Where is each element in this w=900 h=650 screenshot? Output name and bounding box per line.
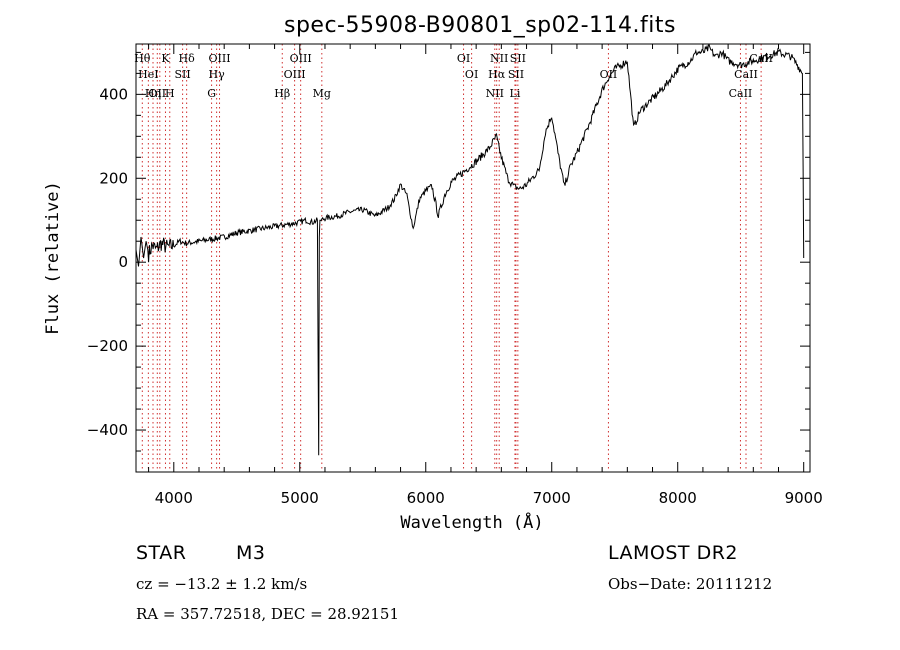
spectral-line-label: Hθ (134, 52, 151, 65)
y-tick-label: −200 (87, 337, 128, 355)
spectral-line-label: CaII (734, 68, 758, 81)
spectral-line-label: OI (457, 52, 470, 65)
chart-title: spec-55908-B90801_sp02-114.fits (284, 13, 676, 38)
spectrum-line (135, 44, 805, 456)
x-tick-label: 7000 (533, 489, 571, 507)
y-tick-label: −400 (87, 421, 128, 439)
x-axis-label: Wavelength (Å) (400, 511, 543, 533)
y-axis-label: Flux (relative) (43, 181, 63, 335)
spectral-line-label: K (161, 52, 170, 65)
spectral-line-label: OIII (290, 52, 312, 65)
redshift-cz: cz = −13.2 ± 1.2 km/s (136, 575, 308, 593)
axis-ticks: 4000 5000 6000 7000 8000 9000 −400 −200 0 200 400 (87, 44, 823, 507)
observation-date: Obs−Date: 20111212 (608, 575, 773, 593)
survey-name: LAMOST DR2 (608, 542, 738, 564)
spectral-line-markers (141, 44, 762, 472)
x-tick-label: 4000 (155, 489, 193, 507)
spectral-line-label: OI (465, 68, 478, 81)
y-tick-label: 200 (99, 169, 128, 187)
spectral-line-label: Mg (313, 87, 331, 100)
spectral-line-label: SII (174, 68, 190, 81)
spectral-line-label: OIII (284, 68, 306, 81)
spectral-line-label: Hα (488, 68, 506, 81)
x-tick-label: 6000 (407, 489, 445, 507)
spectral-line-label: NII (486, 87, 504, 100)
object-class: STAR (136, 542, 187, 564)
x-tick-label: 9000 (785, 489, 823, 507)
spectral-line-label: SII (508, 68, 524, 81)
spectral-line-label: H (165, 87, 175, 100)
y-tick-label: 0 (118, 253, 128, 271)
spectral-line-label: G (207, 87, 216, 100)
spectral-line-label: CaII (749, 52, 773, 65)
spectral-line-label: Hδ (179, 52, 196, 65)
spectral-line-label: SII (510, 52, 526, 65)
spectral-line-label: HeI (138, 68, 158, 81)
spectral-line-label: CaII (729, 87, 753, 100)
x-tick-label: 8000 (659, 489, 697, 507)
spectral-line-label: Li (510, 87, 521, 100)
line-labels: HθHeIHηOIIKHSIIHδGHγOIIIHβOIIIOIIIMgOIOI… (134, 52, 773, 100)
spectral-line-label: Hβ (274, 87, 290, 100)
plot-frame (135, 43, 811, 473)
spectral-line-label: NII (490, 52, 508, 65)
spectral-line-label: Hγ (209, 68, 226, 81)
spectral-line-label: OII (148, 87, 166, 100)
x-tick-label: 5000 (281, 489, 319, 507)
spectral-line-label: OII (600, 68, 618, 81)
spectral-line-label: Hη (145, 87, 161, 100)
object-subclass: M3 (236, 542, 266, 564)
coordinates: RA = 357.72518, DEC = 28.92151 (136, 605, 400, 623)
spectrum-series (135, 44, 805, 456)
y-tick-label: 400 (99, 85, 128, 103)
spectral-line-label: OIII (208, 52, 230, 65)
